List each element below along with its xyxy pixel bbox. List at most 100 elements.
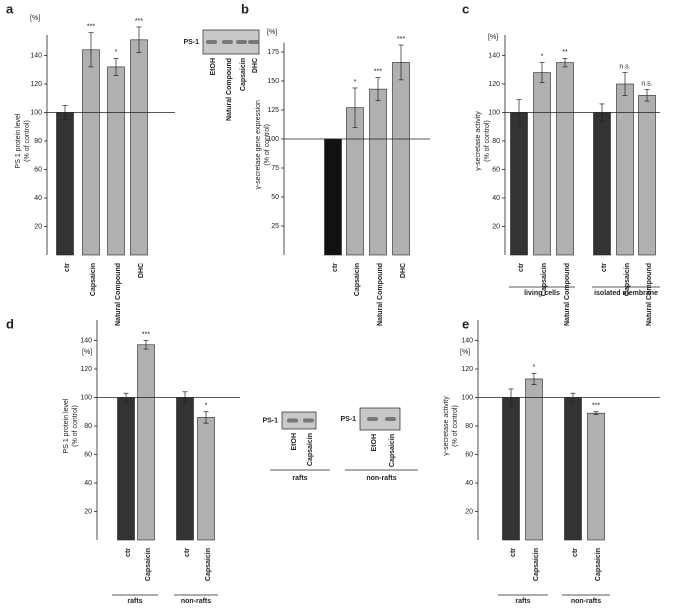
y-tick-label: 120 bbox=[80, 366, 92, 373]
y-tick-label: 140 bbox=[488, 52, 500, 59]
y-axis-label: (% of control) bbox=[264, 124, 271, 166]
bar bbox=[587, 412, 605, 541]
panel-letter: e bbox=[462, 316, 469, 331]
bar bbox=[117, 397, 135, 541]
y-axis-label: (% of control) bbox=[72, 405, 79, 447]
x-tick-label: Natural Compound bbox=[115, 263, 122, 326]
y-tick-label: 140 bbox=[461, 337, 473, 344]
y-tick-label: 25 bbox=[271, 223, 279, 230]
x-tick-label: Capsaicin bbox=[533, 548, 540, 581]
group-label: isolated membrane bbox=[594, 290, 658, 297]
y-tick-label: 20 bbox=[84, 508, 92, 515]
lane-label: EtOH bbox=[371, 434, 378, 452]
group-label: non-rafts bbox=[181, 598, 211, 605]
y-tick-label: 75 bbox=[271, 165, 279, 172]
y-tick-label: 60 bbox=[465, 451, 473, 458]
bar bbox=[564, 397, 582, 541]
panel-letter: a bbox=[6, 1, 14, 16]
group-label: rafts bbox=[127, 598, 142, 605]
unit-label: [%] bbox=[30, 15, 40, 22]
x-tick-label: ctr bbox=[518, 263, 525, 272]
y-axis-label: (% of control) bbox=[452, 405, 459, 447]
blot-band bbox=[303, 418, 314, 423]
bar bbox=[510, 112, 528, 256]
y-tick-label: 80 bbox=[34, 138, 42, 145]
lane-label: Capsaicin bbox=[389, 434, 396, 467]
bar bbox=[502, 397, 520, 541]
blot-band bbox=[367, 417, 378, 421]
y-axis-label: PS 1 protein level bbox=[63, 398, 70, 453]
unit-label: [%] bbox=[460, 349, 470, 356]
y-axis-label: γ-secretase activity bbox=[443, 396, 450, 456]
y-tick-label: 100 bbox=[30, 109, 42, 116]
x-tick-label: ctr bbox=[332, 263, 339, 272]
x-tick-label: ctr bbox=[125, 548, 132, 557]
bar bbox=[197, 417, 215, 541]
bar bbox=[616, 83, 634, 256]
lane-label: Natural Compound bbox=[226, 58, 233, 121]
y-axis-label: (% of control) bbox=[484, 120, 491, 162]
blot-label: PS-1 bbox=[183, 39, 199, 46]
blot-band bbox=[248, 40, 259, 44]
significance-label: *** bbox=[135, 18, 143, 25]
x-tick-label: Capsaicin bbox=[145, 548, 152, 581]
bar bbox=[107, 66, 125, 256]
significance-label: n.s. bbox=[641, 81, 652, 88]
y-axis-label: (% of control) bbox=[24, 120, 31, 162]
panel-letter: b bbox=[241, 1, 249, 16]
group-label: rafts bbox=[292, 475, 307, 482]
significance-label: *** bbox=[592, 403, 600, 410]
y-tick-label: 60 bbox=[34, 166, 42, 173]
x-tick-label: DHC bbox=[400, 263, 407, 278]
lane-label: EtOH bbox=[210, 58, 217, 76]
y-tick-label: 150 bbox=[267, 78, 279, 85]
bar bbox=[556, 62, 574, 256]
bar bbox=[324, 138, 342, 256]
bar bbox=[56, 112, 74, 256]
significance-label: *** bbox=[374, 68, 382, 75]
x-tick-label: Capsaicin bbox=[354, 263, 361, 296]
x-tick-label: ctr bbox=[510, 548, 517, 557]
group-label: rafts bbox=[515, 598, 530, 605]
y-tick-label: 175 bbox=[267, 49, 279, 56]
y-tick-label: 100 bbox=[80, 394, 92, 401]
x-tick-label: ctr bbox=[601, 263, 608, 272]
y-axis-label: PS 1 protein level bbox=[15, 113, 22, 168]
y-tick-label: 100 bbox=[267, 136, 279, 143]
lane-label: Capsaicin bbox=[307, 433, 314, 466]
x-tick-label: ctr bbox=[64, 263, 71, 272]
x-tick-label: Natural Compound bbox=[564, 263, 571, 326]
blot-band bbox=[206, 40, 217, 44]
y-tick-label: 80 bbox=[465, 423, 473, 430]
significance-label: *** bbox=[142, 331, 150, 338]
x-tick-label: ctr bbox=[184, 548, 191, 557]
y-tick-label: 20 bbox=[465, 508, 473, 515]
y-tick-label: 140 bbox=[30, 52, 42, 59]
x-tick-label: Natural Compound bbox=[377, 263, 384, 326]
blot-band bbox=[385, 417, 396, 421]
y-tick-label: 40 bbox=[492, 195, 500, 202]
x-tick-label: DHC bbox=[138, 263, 145, 278]
y-tick-label: 50 bbox=[271, 194, 279, 201]
x-tick-label: Capsaicin bbox=[205, 548, 212, 581]
bar bbox=[176, 397, 194, 541]
x-tick-label: Natural Compound bbox=[646, 263, 653, 326]
significance-label: * bbox=[354, 79, 357, 86]
y-tick-label: 80 bbox=[492, 138, 500, 145]
bar bbox=[593, 112, 611, 256]
x-tick-label: ctr bbox=[572, 548, 579, 557]
significance-label: *** bbox=[397, 36, 405, 43]
significance-label: *** bbox=[87, 24, 95, 31]
bar bbox=[130, 39, 148, 256]
bar bbox=[82, 49, 100, 256]
y-tick-label: 120 bbox=[488, 81, 500, 88]
group-label: non-rafts bbox=[571, 598, 601, 605]
significance-label: * bbox=[533, 364, 536, 371]
x-tick-label: Capsaicin bbox=[595, 548, 602, 581]
significance-label: * bbox=[205, 403, 208, 410]
y-tick-label: 40 bbox=[465, 480, 473, 487]
y-tick-label: 20 bbox=[34, 223, 42, 230]
blot-label: PS-1 bbox=[340, 416, 356, 423]
blot-band bbox=[236, 40, 247, 44]
significance-label: * bbox=[541, 53, 544, 60]
